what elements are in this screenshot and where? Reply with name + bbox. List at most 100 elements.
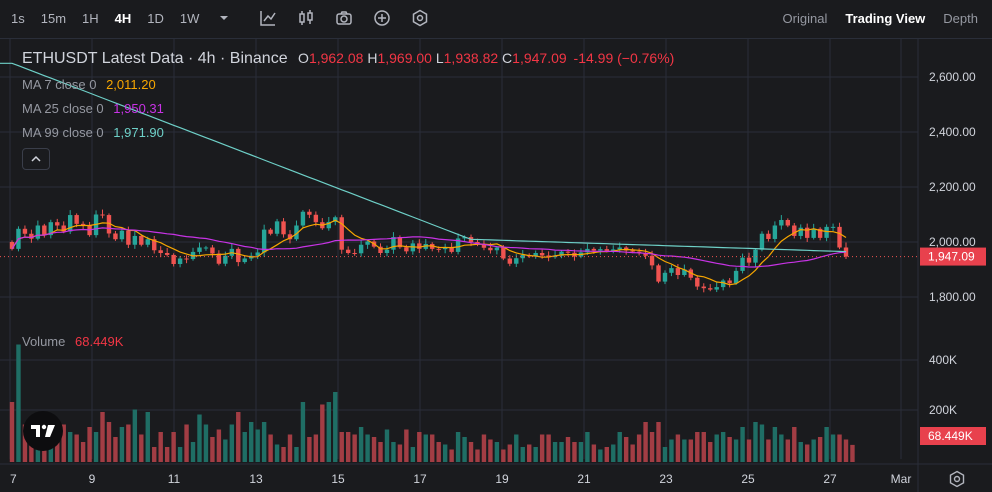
candle bbox=[171, 254, 176, 264]
chart-settings-icon[interactable] bbox=[948, 470, 966, 488]
candle bbox=[184, 258, 189, 260]
candle bbox=[35, 225, 41, 239]
volume-bar bbox=[126, 424, 131, 462]
candle bbox=[48, 222, 53, 236]
volume-bar bbox=[397, 444, 403, 462]
tab-trading-view[interactable]: Trading View bbox=[845, 10, 926, 26]
candle bbox=[733, 270, 739, 284]
volume-bar bbox=[190, 442, 196, 462]
price-tick-label: 2,200.00 bbox=[929, 180, 976, 194]
indicators-icon[interactable] bbox=[259, 9, 277, 27]
candle bbox=[675, 268, 681, 275]
candle bbox=[300, 211, 306, 226]
candle bbox=[80, 223, 86, 226]
volume-bar bbox=[67, 432, 73, 462]
volume-bar bbox=[410, 447, 416, 462]
chevron-down-icon[interactable] bbox=[219, 9, 229, 27]
low-value: 1,938.82 bbox=[443, 50, 499, 66]
timeframe-15m[interactable]: 15m bbox=[40, 10, 67, 26]
candle bbox=[106, 215, 112, 234]
volume-value: 68.449K bbox=[75, 334, 124, 349]
volume-bar bbox=[152, 447, 157, 462]
volume-bar bbox=[171, 432, 176, 462]
volume-bar bbox=[333, 392, 338, 462]
volume-bar bbox=[766, 439, 771, 462]
volume-bar bbox=[61, 424, 66, 462]
ma99-name: MA 99 close 0 bbox=[22, 125, 104, 140]
time-tick-label: 23 bbox=[659, 472, 673, 486]
tab-original[interactable]: Original bbox=[782, 10, 828, 26]
price-chart[interactable]: 1,800.00 2,000.00 2,200.00 2,400.00 2,600.00… bbox=[0, 39, 992, 492]
volume-bar bbox=[48, 442, 53, 462]
volume-bar bbox=[475, 449, 480, 462]
ma99-row[interactable]: MA 99 close 0 1,971.90 bbox=[22, 125, 674, 140]
volume-bar bbox=[106, 422, 112, 462]
candle bbox=[746, 257, 752, 263]
ma99-value: 1,971.90 bbox=[113, 125, 164, 140]
volume-bar bbox=[352, 434, 357, 462]
time-tick-label: 7 bbox=[10, 472, 17, 486]
volume-bar bbox=[843, 439, 849, 462]
candle bbox=[158, 250, 163, 253]
candle bbox=[197, 247, 202, 252]
time-axis: 7 9 11 13 15 17 19 21 23 25 27 Mar bbox=[10, 472, 911, 486]
volume-bar bbox=[817, 437, 823, 462]
time-tick-label: 15 bbox=[331, 472, 345, 486]
volume-bar bbox=[785, 439, 791, 462]
volume-bar bbox=[87, 427, 92, 462]
volume-bar bbox=[261, 422, 267, 462]
volume-bars bbox=[9, 344, 855, 462]
tradingview-logo[interactable] bbox=[23, 411, 63, 451]
candle bbox=[152, 239, 157, 251]
ma7-row[interactable]: MA 7 close 0 2,011.20 bbox=[22, 77, 674, 92]
candle bbox=[126, 230, 131, 245]
candle bbox=[559, 251, 564, 256]
close-value: 1,947.09 bbox=[512, 50, 567, 66]
volume-bar bbox=[358, 427, 364, 462]
add-icon[interactable] bbox=[373, 9, 391, 27]
open-value: 1,962.08 bbox=[308, 50, 364, 66]
ma25-row[interactable]: MA 25 close 0 1,950.31 bbox=[22, 101, 674, 116]
volume-bar bbox=[287, 434, 293, 462]
high-value: 1,969.00 bbox=[377, 50, 432, 66]
collapse-legend-button[interactable] bbox=[22, 148, 50, 170]
time-tick-label: 25 bbox=[741, 472, 755, 486]
close-label: C bbox=[502, 50, 513, 66]
volume-bar bbox=[798, 442, 803, 462]
timeframe-1d[interactable]: 1D bbox=[147, 10, 164, 26]
volume-bar bbox=[559, 442, 564, 462]
timeframe-1w[interactable]: 1W bbox=[179, 10, 200, 26]
volume-bar bbox=[229, 424, 235, 462]
volume-bar bbox=[520, 447, 525, 462]
candle bbox=[708, 288, 713, 290]
timeframe-4h[interactable]: 4H bbox=[114, 10, 132, 26]
volume-bar bbox=[384, 429, 390, 462]
candle bbox=[455, 238, 461, 252]
candle bbox=[611, 249, 616, 251]
settings-hex-icon[interactable] bbox=[411, 9, 429, 27]
tab-depth[interactable]: Depth bbox=[943, 10, 978, 26]
candle bbox=[701, 286, 706, 289]
candle bbox=[669, 268, 674, 273]
volume-bar bbox=[630, 444, 635, 462]
timeframe-1s[interactable]: 1s bbox=[11, 10, 25, 26]
volume-bar bbox=[824, 427, 829, 462]
candle bbox=[55, 222, 60, 226]
candlestick-style-icon[interactable] bbox=[297, 9, 315, 27]
camera-icon[interactable] bbox=[335, 9, 353, 27]
volume-bar bbox=[158, 432, 163, 462]
timeframe-1h[interactable]: 1H bbox=[82, 10, 99, 26]
volume-bar bbox=[391, 442, 396, 462]
candle bbox=[798, 227, 803, 236]
candle bbox=[307, 211, 312, 215]
candle bbox=[617, 247, 622, 250]
volume-name: Volume bbox=[22, 334, 66, 349]
volume-bar bbox=[514, 434, 519, 462]
candle bbox=[210, 247, 215, 254]
volume-bar bbox=[708, 442, 713, 462]
volume-bar bbox=[378, 442, 383, 462]
candle bbox=[501, 247, 506, 259]
candle bbox=[384, 249, 390, 253]
volume-bar bbox=[449, 449, 454, 462]
volume-bar bbox=[591, 444, 597, 462]
